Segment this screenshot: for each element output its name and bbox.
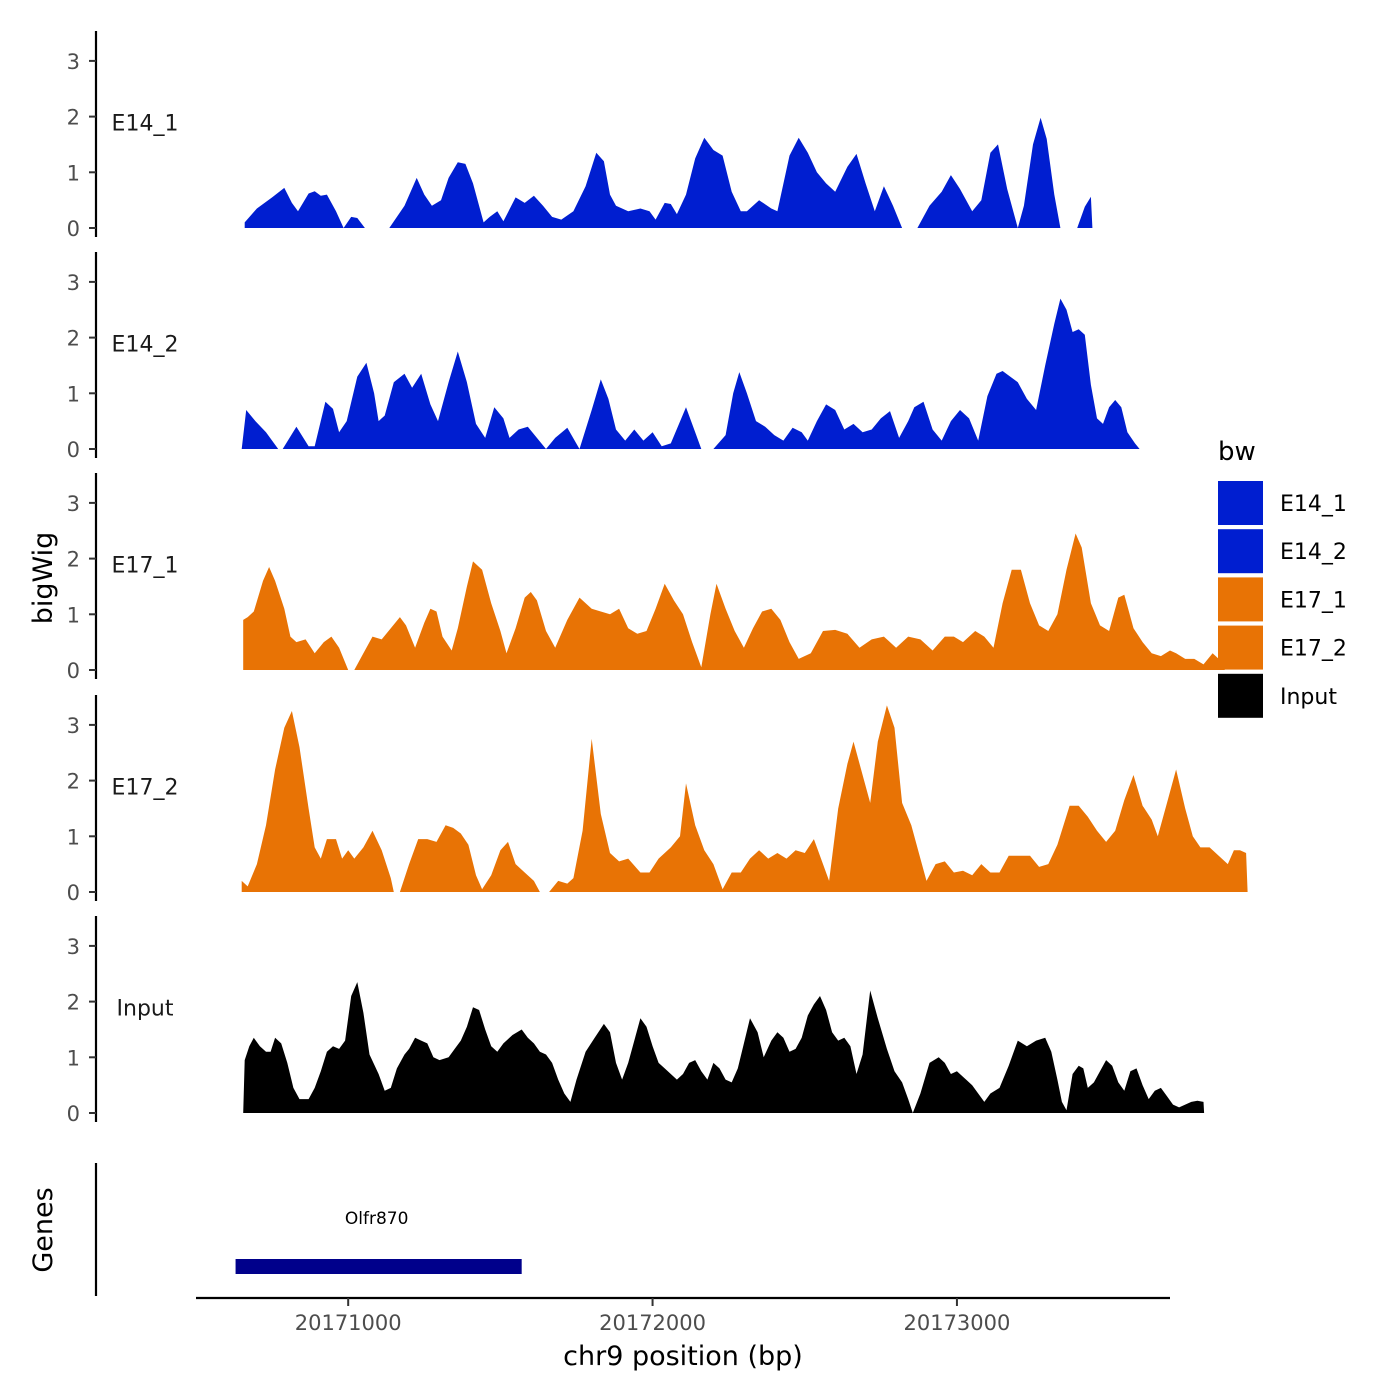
coverage-area-input — [243, 982, 1205, 1113]
track-panel-e14-1: 0 1 2 3 E14_1 — [67, 31, 1093, 241]
track-panel-e17-2: 0 1 2 3 E17_2 — [67, 695, 1248, 905]
panel-label: E14_1 — [112, 112, 179, 137]
y-tick-label: 0 — [67, 659, 80, 683]
legend-title: bw — [1218, 437, 1256, 467]
legend-swatch-e14-1 — [1218, 481, 1263, 525]
y-tick-label: 0 — [67, 438, 80, 462]
panel-label: E17_1 — [112, 554, 179, 579]
panel-label: E14_2 — [112, 333, 179, 358]
x-tick-label: 20173000 — [903, 1311, 1010, 1335]
track-panel-e17-1: 0 1 2 3 E17_1 — [67, 473, 1225, 683]
y-tick-label: 1 — [67, 161, 80, 185]
legend: bw E14_1 E14_2 E17_1 E17_2 Input — [1218, 437, 1347, 718]
x-axis-title: chr9 position (bp) — [563, 1341, 803, 1372]
coverage-area-e14-1 — [244, 117, 1093, 228]
legend-entries: E14_1 E14_2 E17_1 E17_2 Input — [1218, 481, 1347, 718]
y-tick-label: 2 — [67, 770, 80, 794]
legend-label: Input — [1280, 685, 1337, 710]
track-panel-input: 0 1 2 3 Input — [67, 916, 1205, 1126]
legend-swatch-e14-2 — [1218, 529, 1263, 574]
y-tick-label: 3 — [67, 714, 80, 738]
y-tick-label: 0 — [67, 881, 80, 905]
y-tick-label: 2 — [67, 106, 80, 130]
coverage-area-e17-1 — [243, 533, 1225, 670]
panel-label: E17_2 — [112, 776, 179, 801]
legend-label: E14_2 — [1280, 540, 1347, 565]
y-tick-label: 2 — [67, 991, 80, 1015]
y-tick-label: 1 — [67, 825, 80, 849]
genes-axis-title: Genes — [28, 1187, 59, 1272]
gene-marks: Olfr870 — [235, 1209, 522, 1274]
legend-label: E17_2 — [1280, 637, 1347, 662]
y-tick-label: 1 — [67, 382, 80, 406]
coverage-area-e14-2 — [241, 298, 1140, 449]
y-tick-label: 3 — [67, 50, 80, 74]
x-axis: 20171000 20172000 20173000 — [196, 1296, 1170, 1335]
y-tick-label: 3 — [67, 935, 80, 959]
x-tick-label: 20171000 — [295, 1311, 402, 1335]
x-tick-label: 20172000 — [599, 1311, 706, 1335]
legend-label: E17_1 — [1280, 588, 1347, 613]
y-tick-label: 1 — [67, 603, 80, 627]
y-tick-label: 3 — [67, 271, 80, 295]
y-tick-label: 2 — [67, 548, 80, 572]
y-tick-label: 0 — [67, 217, 80, 241]
y-tick-label: 0 — [67, 1102, 80, 1126]
track-panels: 0 1 2 3 E14_1 0 1 2 3 E14_2 0 1 2 3 E17_1 0 1 2 3 E17_2 0 1 2 3… — [67, 31, 1248, 1126]
y-tick-label: 1 — [67, 1046, 80, 1070]
gene-label: Olfr870 — [345, 1209, 409, 1229]
legend-swatch-e17-2 — [1218, 625, 1263, 670]
coverage-area-e17-2 — [241, 705, 1248, 892]
y-axis-title: bigWig — [28, 532, 59, 625]
panel-label: Input — [117, 997, 174, 1022]
gene-bar-olfr870 — [235, 1259, 522, 1274]
track-panel-e14-2: 0 1 2 3 E14_2 — [67, 252, 1140, 462]
legend-label: E14_1 — [1280, 492, 1347, 517]
y-tick-label: 3 — [67, 492, 80, 516]
legend-swatch-e17-1 — [1218, 577, 1263, 622]
legend-swatch-input — [1218, 673, 1263, 718]
y-tick-label: 2 — [67, 327, 80, 351]
genes-panel: Olfr870 — [94, 1163, 522, 1296]
